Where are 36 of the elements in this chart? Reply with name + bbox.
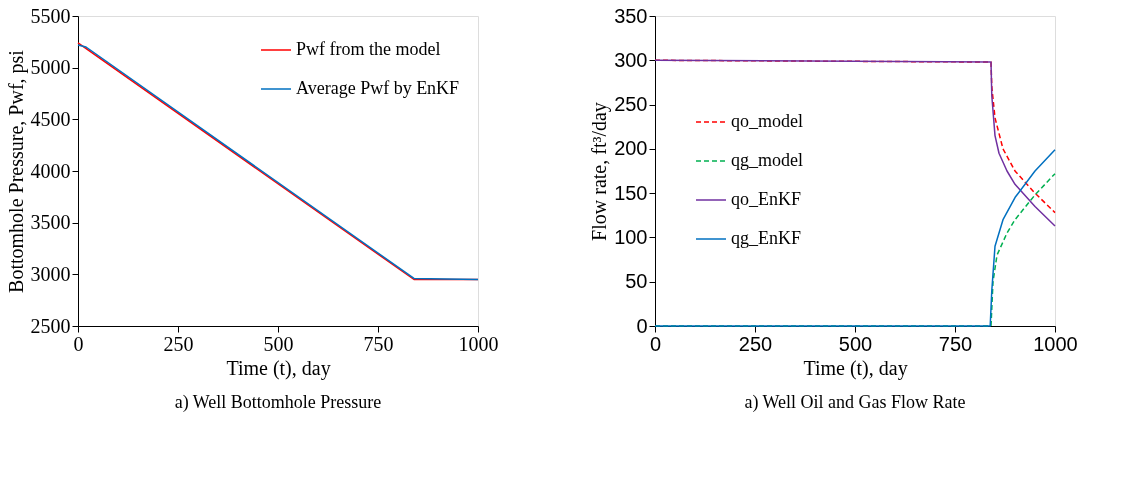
x-tick-label: 500 (838, 332, 873, 355)
x-tick-label: 1000 (458, 332, 499, 355)
x-tick-label: 250 (163, 332, 194, 355)
y-tick-label: 3500 (30, 211, 71, 234)
x-axis-title: Time (t), day (226, 356, 331, 380)
y-tick-label: 2500 (30, 314, 71, 337)
y-tick-label: 350 (614, 4, 648, 27)
x-tick-label: 250 (738, 332, 773, 355)
y-tick-label: 3000 (30, 262, 71, 285)
y-tick-label: 150 (614, 181, 648, 204)
legend-label: qo_EnKF (731, 189, 802, 209)
legend-label: Average Pwf by EnKF (296, 78, 460, 98)
y-tick-label: 300 (614, 48, 648, 71)
text: a) Well Bottomhole Pressure (174, 392, 382, 413)
y-tick-label: 0 (636, 314, 648, 337)
y-tick-label: 250 (614, 93, 648, 116)
y-axis-title: Bottomhole Pressure, Pwf, psi (4, 49, 28, 293)
y-tick-label: 100 (614, 225, 648, 248)
x-tick-label: 750 (363, 332, 394, 355)
y-axis-title: Flow rate, ft³/day (588, 102, 612, 241)
legend-label: Pwf from the model (296, 39, 441, 59)
y-tick-label: 4500 (30, 107, 71, 130)
y-tick-label: 5500 (30, 4, 71, 27)
y-tick-label: 50 (625, 270, 648, 293)
x-tick-label: 750 (938, 332, 973, 355)
y-tick-label: 5000 (30, 56, 71, 79)
x-tick-label: 0 (649, 332, 662, 355)
x-axis-title: Time (t), day (803, 356, 908, 380)
legend-label: qg_EnKF (731, 228, 802, 248)
x-tick-label: 1000 (1033, 332, 1078, 355)
legend-label: qo_model (731, 111, 803, 131)
y-tick-label: 200 (614, 137, 648, 160)
legend-label: qg_model (731, 150, 803, 170)
x-tick-label: 500 (263, 332, 294, 355)
y-tick-label: 4000 (30, 159, 71, 182)
text: a) Well Oil and Gas Flow Rate (744, 392, 966, 413)
